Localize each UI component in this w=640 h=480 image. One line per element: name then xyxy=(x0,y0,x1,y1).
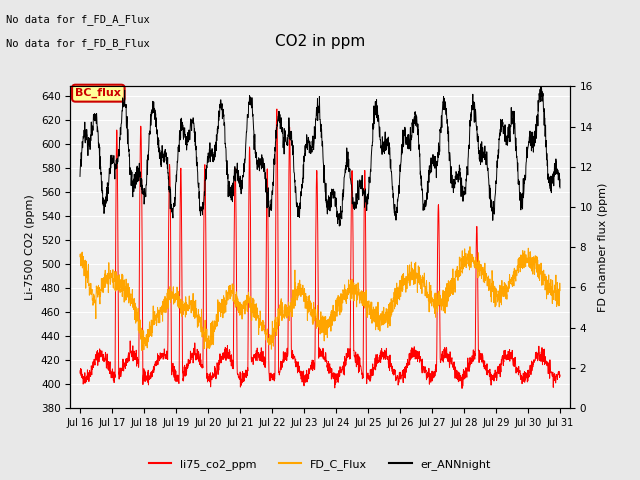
Text: No data for f_FD_B_Flux: No data for f_FD_B_Flux xyxy=(6,38,150,49)
Y-axis label: Li-7500 CO2 (ppm): Li-7500 CO2 (ppm) xyxy=(26,194,35,300)
Text: BC_flux: BC_flux xyxy=(76,88,121,98)
Text: No data for f_FD_A_Flux: No data for f_FD_A_Flux xyxy=(6,14,150,25)
Text: CO2 in ppm: CO2 in ppm xyxy=(275,34,365,48)
Y-axis label: FD chamber flux (ppm): FD chamber flux (ppm) xyxy=(598,182,608,312)
Legend: li75_co2_ppm, FD_C_Flux, er_ANNnight: li75_co2_ppm, FD_C_Flux, er_ANNnight xyxy=(145,455,495,474)
